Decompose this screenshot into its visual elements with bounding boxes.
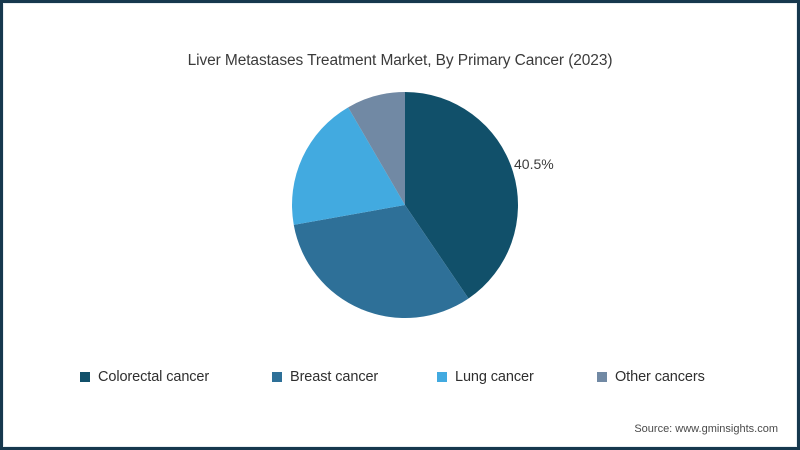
- legend-item-other-cancers[interactable]: Other cancers: [597, 364, 705, 390]
- chart-legend: Colorectal cancer Breast cancer Lung can…: [0, 364, 800, 390]
- source-note: Source: www.gminsights.com: [634, 423, 778, 435]
- legend-swatch-icon: [272, 372, 282, 382]
- pie-slice-group: [291, 92, 518, 318]
- legend-swatch-icon: [80, 372, 90, 382]
- pie-slice-other-cancers[interactable]: [348, 92, 405, 205]
- legend-label: Lung cancer: [455, 369, 534, 385]
- legend-label: Breast cancer: [290, 369, 379, 385]
- chart-title: Liver Metastases Treatment Market, By Pr…: [187, 52, 613, 69]
- legend-swatch-icon: [437, 372, 447, 382]
- pie-slice-colorectal-cancer[interactable]: [405, 92, 518, 299]
- legend-item-breast-cancer[interactable]: Breast cancer: [272, 364, 378, 390]
- pie-chart-svg: [291, 92, 518, 318]
- pie-slice-label-colorectal: 40.5%: [514, 156, 554, 172]
- pie-slice-lung-cancer[interactable]: [291, 107, 405, 225]
- legend-label: Colorectal cancer: [98, 369, 210, 385]
- legend-item-colorectal-cancer[interactable]: Colorectal cancer: [80, 364, 209, 390]
- legend-label: Other cancers: [615, 369, 705, 385]
- legend-item-lung-cancer[interactable]: Lung cancer: [437, 364, 534, 390]
- pie-chart: [291, 92, 518, 318]
- pie-slice-breast-cancer[interactable]: [293, 205, 469, 318]
- legend-swatch-icon: [597, 372, 607, 382]
